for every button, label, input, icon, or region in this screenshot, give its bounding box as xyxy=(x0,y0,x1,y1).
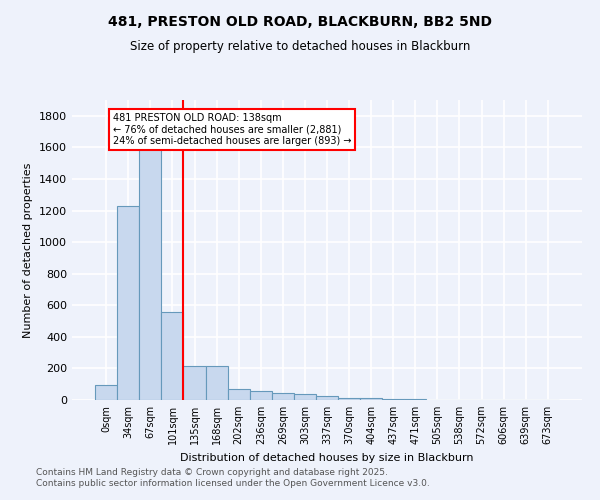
Y-axis label: Number of detached properties: Number of detached properties xyxy=(23,162,34,338)
Text: Contains HM Land Registry data © Crown copyright and database right 2025.
Contai: Contains HM Land Registry data © Crown c… xyxy=(36,468,430,487)
Bar xyxy=(139,134,161,400)
Bar xyxy=(404,399,427,400)
Bar xyxy=(206,366,227,400)
Text: 481, PRESTON OLD ROAD, BLACKBURN, BB2 5ND: 481, PRESTON OLD ROAD, BLACKBURN, BB2 5N… xyxy=(108,15,492,29)
Bar xyxy=(272,393,294,400)
Bar xyxy=(227,389,250,400)
Bar xyxy=(316,396,338,400)
Bar xyxy=(360,398,382,400)
Bar xyxy=(294,394,316,400)
Text: Size of property relative to detached houses in Blackburn: Size of property relative to detached ho… xyxy=(130,40,470,53)
Bar xyxy=(184,366,206,400)
Bar xyxy=(382,398,404,400)
Bar xyxy=(161,312,184,400)
Text: 481 PRESTON OLD ROAD: 138sqm
← 76% of detached houses are smaller (2,881)
24% of: 481 PRESTON OLD ROAD: 138sqm ← 76% of de… xyxy=(113,112,352,146)
Bar xyxy=(117,206,139,400)
X-axis label: Distribution of detached houses by size in Blackburn: Distribution of detached houses by size … xyxy=(180,452,474,462)
Bar xyxy=(338,398,360,400)
Bar xyxy=(250,392,272,400)
Bar xyxy=(95,385,117,400)
